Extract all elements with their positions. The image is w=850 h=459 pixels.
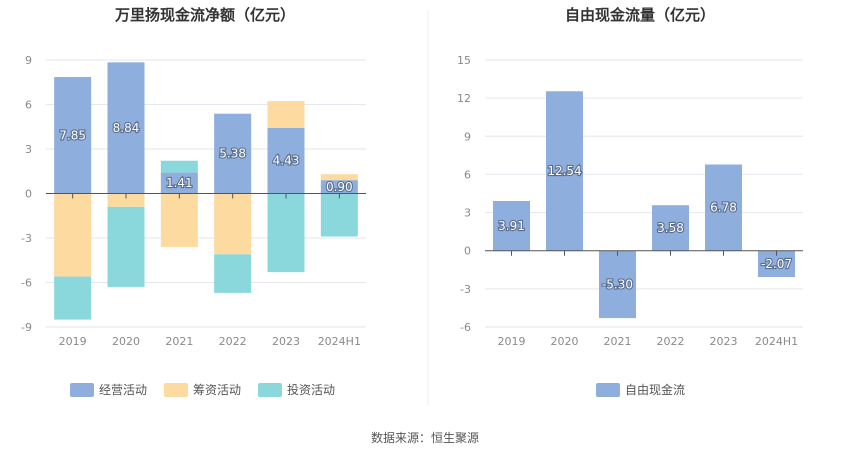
left-bar-投资活动-2022 — [214, 254, 252, 293]
right-bar-自由现金流-2021 — [599, 250, 636, 319]
right-bar-自由现金流-2019 — [493, 201, 530, 251]
left-y-tick-label: 9 — [25, 54, 32, 67]
left-bar-投资活动-2024H1 — [320, 193, 358, 237]
left-x-tick-label: 2019 — [59, 335, 87, 348]
left-bar-投资活动-2020 — [107, 206, 145, 287]
left-chart: -9 -6 -3 0 3 6 9 2019 2020 2021 2022 2023 2024H1 7.85… — [21, 54, 366, 397]
right-y-tick-label: 6 — [464, 168, 471, 181]
left-x-tick-label: 2023 — [272, 335, 300, 348]
right-data-label: -5.30 — [602, 277, 633, 291]
right-y-tick-label: 12 — [457, 92, 471, 105]
left-legend-label[interactable]: 投资活动 — [287, 382, 335, 397]
left-y-tick-label: -6 — [21, 277, 32, 290]
right-chart-title: 自由现金流量（亿元） — [565, 6, 715, 24]
right-legend-label[interactable]: 自由现金流 — [625, 382, 685, 397]
right-chart: -6 -3 0 3 6 9 12 15 2019 2020 2021 2022 2023 2024H1 3.… — [457, 54, 803, 397]
data-source-note: 数据来源：恒生聚源 — [371, 430, 479, 445]
left-y-tick-label: -9 — [21, 321, 32, 334]
left-bar-投资活动-2023 — [267, 193, 305, 273]
left-bar-投资活动-2021 — [160, 160, 198, 173]
right-y-tick-label: 3 — [464, 207, 471, 220]
right-y-tick-label: 9 — [464, 130, 471, 143]
left-bar-经营活动-2019 — [54, 77, 92, 194]
right-data-label: 3.58 — [657, 221, 684, 235]
left-legend-label[interactable]: 筹资活动 — [193, 383, 241, 397]
right-bar-自由现金流-2020 — [546, 91, 583, 251]
left-bar-筹资活动-2019 — [54, 193, 92, 277]
left-data-label: 5.38 — [219, 147, 246, 161]
left-data-label: 8.84 — [113, 121, 140, 135]
right-legend-swatch[interactable] — [596, 383, 620, 397]
left-legend-swatch[interactable] — [164, 383, 188, 397]
right-data-label: 3.91 — [498, 219, 525, 233]
left-data-label: 0.90 — [326, 180, 353, 194]
right-x-tick-label: 2021 — [604, 335, 632, 348]
left-x-tick-label: 2021 — [165, 335, 193, 348]
left-bar-筹资活动-2021 — [160, 193, 198, 247]
right-x-tick-label: 2020 — [551, 335, 579, 348]
left-bar-经营活动-2023 — [267, 127, 305, 194]
right-y-tick-label: -3 — [460, 283, 471, 296]
left-legend-swatch[interactable] — [70, 383, 94, 397]
left-x-tick-label: 2022 — [219, 335, 247, 348]
left-y-tick-label: 6 — [25, 99, 32, 112]
right-y-tick-label: 15 — [457, 54, 471, 67]
left-bar-筹资活动-2020 — [107, 193, 145, 207]
right-y-tick-label: 0 — [464, 245, 471, 258]
left-data-label: 1.41 — [166, 176, 193, 190]
left-x-tick-label: 2020 — [112, 335, 140, 348]
left-legend-swatch[interactable] — [258, 383, 282, 397]
left-y-tick-label: 3 — [25, 143, 32, 156]
left-bar-经营活动-2021 — [160, 172, 198, 194]
left-legend-label[interactable]: 经营活动 — [99, 383, 147, 397]
right-bar-自由现金流-2022 — [652, 205, 689, 251]
left-bar-经营活动-2022 — [214, 113, 252, 194]
left-data-label: 7.85 — [59, 128, 86, 142]
right-data-label: 6.78 — [710, 201, 737, 215]
right-x-tick-label: 2022 — [657, 335, 685, 348]
left-y-tick-label: 0 — [25, 188, 32, 201]
right-data-label: -2.07 — [761, 257, 792, 271]
right-data-label: 12.54 — [547, 164, 581, 178]
right-x-tick-label: 2024H1 — [755, 335, 798, 348]
right-bar-自由现金流-2023 — [705, 164, 742, 251]
left-bar-筹资活动-2023 — [267, 101, 305, 128]
right-x-tick-label: 2023 — [710, 335, 738, 348]
left-data-label: 4.43 — [273, 154, 300, 168]
left-chart-title: 万里扬现金流净额（亿元） — [114, 6, 295, 24]
left-x-tick-label: 2024H1 — [318, 335, 361, 348]
left-bar-投资活动-2019 — [54, 276, 92, 320]
right-y-tick-label: -6 — [460, 321, 471, 334]
left-bar-筹资活动-2024H1 — [320, 174, 358, 181]
left-y-tick-label: -3 — [21, 232, 32, 245]
right-x-tick-label: 2019 — [498, 335, 526, 348]
left-bar-经营活动-2020 — [107, 62, 145, 194]
left-bar-经营活动-2024H1 — [320, 180, 358, 194]
left-bar-筹资活动-2022 — [214, 193, 252, 255]
